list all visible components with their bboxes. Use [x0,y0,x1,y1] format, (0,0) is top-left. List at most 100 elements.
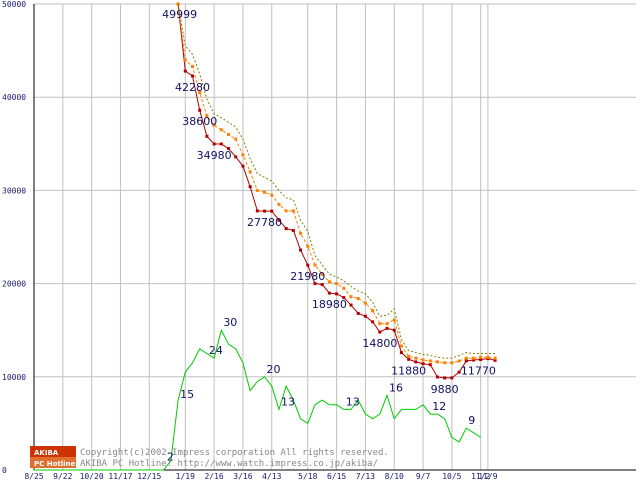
point-avg-price [205,114,209,118]
copyright-text: Copyright(c)2002 Impress corporation All… [80,448,389,458]
y-tick-labels: 0 10000 20000 30000 40000 50000 [2,0,26,475]
point-min-price [493,358,497,362]
data-label: 38600 [182,115,217,128]
point-min-price [392,328,396,332]
point-avg-price [313,263,317,267]
point-min-price [205,134,209,138]
x-tick-label: 5/18 [298,472,317,480]
data-label: 24 [209,344,223,357]
point-min-price [371,320,375,324]
data-label: 9880 [431,383,459,396]
data-label: 9 [468,414,475,427]
x-tick-label: 4/13 [262,472,281,480]
point-min-price [399,351,403,355]
point-avg-price [457,359,461,363]
x-tick-label: 3/16 [233,472,252,480]
point-avg-price [234,137,238,141]
point-avg-price [219,128,223,132]
series-max-price [177,3,496,359]
point-avg-price [291,209,295,213]
point-avg-price [198,91,202,95]
site-url-text: AKIBA PC Hotline! http://www.watch.impre… [80,459,378,469]
series-line-max-price [177,3,496,359]
point-min-price [385,326,389,330]
logo-bottom-bar [30,457,76,468]
x-tick-labels: 8/25 9/22 10/20 11/17 12/15 1/19 2/16 3/16 4/13 5… [24,472,497,480]
point-min-price [263,209,267,213]
data-label: 27780 [247,216,282,229]
point-min-price [313,282,317,286]
point-avg-price [486,355,490,359]
point-avg-price [349,295,353,299]
point-avg-price [277,202,281,206]
y-tick-label: 50000 [2,0,26,9]
x-tick-label: 11/9 [478,472,497,480]
y-tick-label: 30000 [2,186,26,195]
point-min-price [464,359,468,363]
point-avg-price [443,361,447,365]
data-label: 13 [346,395,360,408]
data-label: 49999 [162,8,197,21]
x-tick-label: 2/16 [204,472,223,480]
data-label: 16 [389,381,403,394]
point-avg-price [363,301,367,305]
point-avg-price [227,132,231,136]
point-min-price [241,164,245,168]
point-min-price [378,330,382,334]
point-avg-price [183,58,187,62]
point-avg-price [414,356,418,360]
point-min-price [471,358,475,362]
data-label: 34980 [197,149,232,162]
data-label: 2 [167,451,174,464]
x-tick-label: 10/5 [442,472,461,480]
point-min-price [479,358,483,362]
x-tick-label: 8/10 [385,472,404,480]
point-avg-price [407,354,411,358]
y-tick-label: 0 [2,466,7,475]
point-min-price [234,155,238,159]
point-avg-price [378,322,382,326]
point-avg-price [421,358,425,362]
point-min-price [327,291,331,295]
data-label: 11880 [391,364,426,377]
point-min-price [407,357,411,361]
point-min-price [284,227,288,231]
axes [33,4,636,471]
data-label: 20 [267,363,281,376]
point-min-price [428,363,432,367]
point-min-price [457,370,461,374]
point-avg-price [435,360,439,364]
point-avg-price [479,355,483,359]
point-avg-price [428,359,432,363]
point-avg-price [342,286,346,290]
logo-top-text: AKIBA [34,449,59,457]
data-label: 14800 [362,337,397,350]
point-min-price [227,146,231,150]
point-min-price [363,314,367,318]
data-label: 12 [432,400,446,413]
data-label: 11770 [461,364,496,377]
data-label: 13 [281,395,295,408]
data-labels: 49999 42280 38600 34980 27780 21980 18980 14800… [162,8,496,464]
point-min-price [291,228,295,232]
point-min-price [198,108,202,112]
point-avg-price [464,356,468,360]
point-min-price [306,263,310,267]
point-min-price [421,362,425,366]
point-avg-price [241,153,245,157]
series-group [34,2,497,471]
grid-lines [33,3,636,470]
point-avg-price [320,272,324,276]
point-min-price [277,218,281,222]
point-avg-price [299,231,303,235]
series-shop-count [34,328,481,471]
point-min-price [248,185,252,189]
point-min-price [349,303,353,307]
point-min-price [320,283,324,287]
point-avg-price [335,282,339,286]
point-avg-price [392,318,396,322]
point-avg-price [284,209,288,213]
point-avg-price [191,64,195,68]
